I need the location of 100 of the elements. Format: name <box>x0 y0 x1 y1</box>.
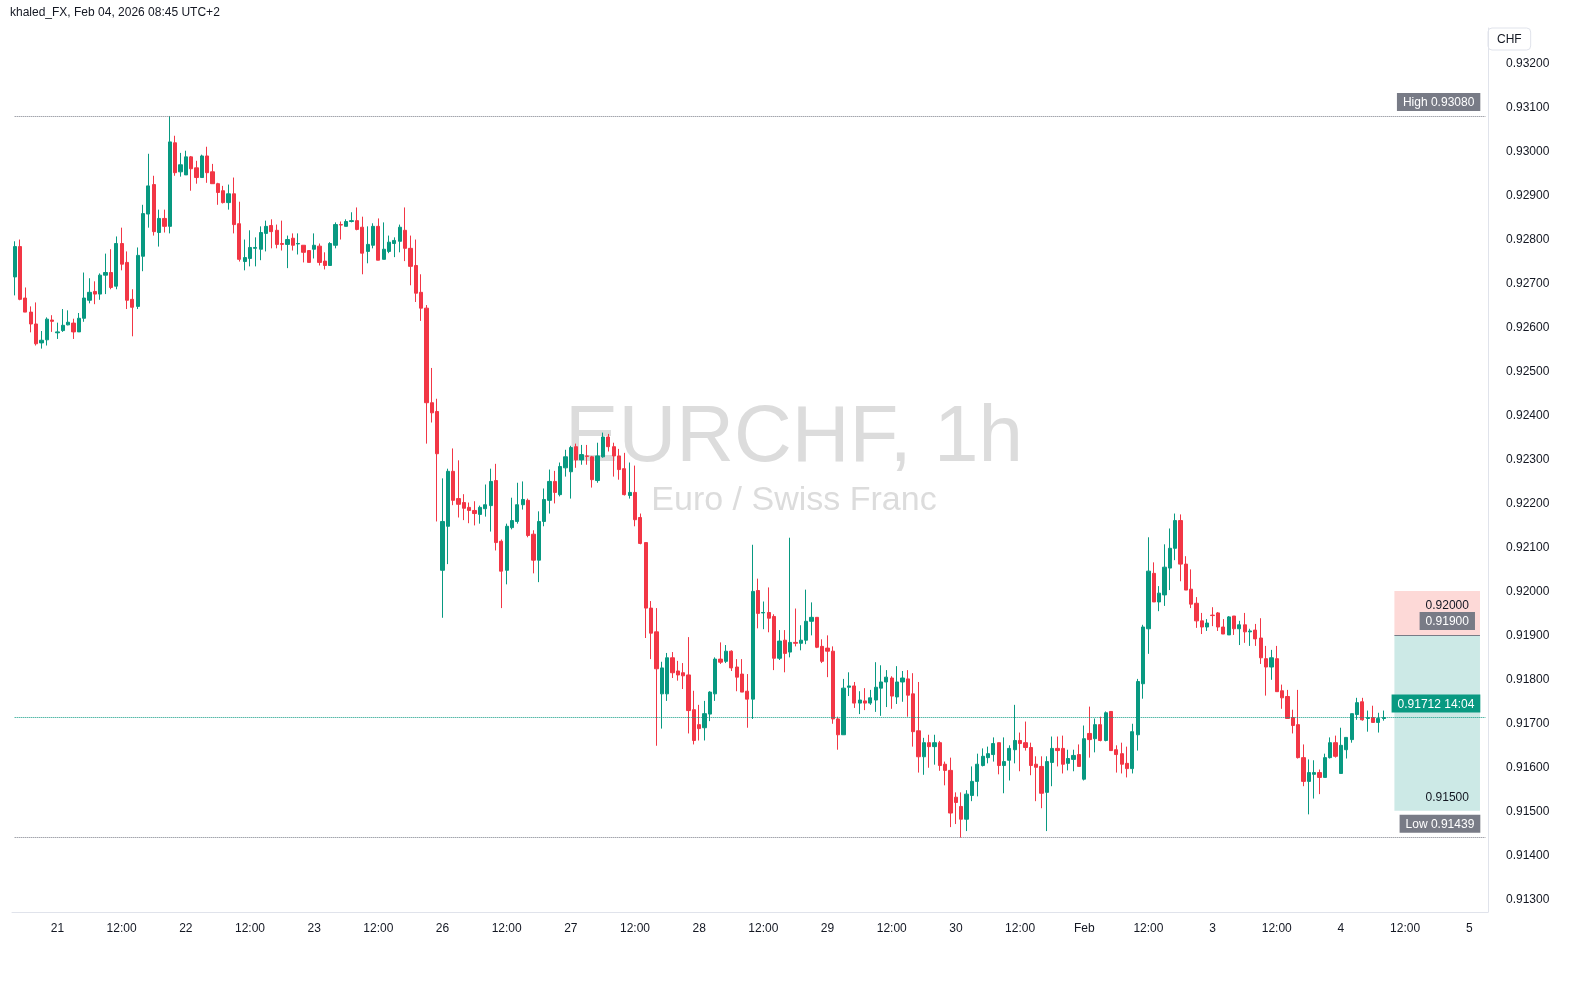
candlestick <box>173 135 177 177</box>
x-tick-label: 21 <box>50 921 65 935</box>
y-tick-label: 0.91600 <box>1506 759 1550 774</box>
band-label: 0.92000 <box>1425 597 1470 612</box>
candlestick <box>579 444 584 466</box>
candlestick <box>13 240 17 296</box>
candlestick <box>1371 705 1375 723</box>
candlestick <box>200 154 204 179</box>
candlestick <box>724 644 728 664</box>
candlestick <box>1232 615 1236 636</box>
y-tick-label: 0.91700 <box>1506 715 1550 730</box>
candlestick <box>1253 623 1257 647</box>
x-tick-label: 5 <box>1465 921 1473 935</box>
candlestick <box>783 629 787 673</box>
candlestick <box>868 689 872 706</box>
band-label: 0.91500 <box>1425 789 1470 804</box>
candlestick <box>398 224 402 253</box>
y-tick-label: 0.91500 <box>1506 803 1550 818</box>
candlestick <box>756 578 760 629</box>
candlestick <box>793 608 798 647</box>
x-tick-label: 12:00 <box>363 921 394 935</box>
text: khaled_FX, Feb 04, 2026 08:45 UTC+2 <box>10 5 221 19</box>
candlestick <box>226 184 231 211</box>
candlestick <box>71 318 76 340</box>
candlestick <box>376 217 380 261</box>
x-tick-label: 12:00 <box>1261 921 1293 935</box>
candlestick <box>729 649 733 672</box>
y-tick-label: 0.92800 <box>1506 232 1550 247</box>
y-tick-label: 0.92600 <box>1506 320 1550 335</box>
candlestick <box>997 742 1001 775</box>
x-tick-label: 28 <box>692 921 707 935</box>
candlestick <box>1087 706 1092 759</box>
candlestick <box>927 734 931 769</box>
candlestick <box>777 629 782 661</box>
ref-line-label: 0.91712 14:04 <box>1397 696 1475 711</box>
candlestick <box>932 734 937 766</box>
ref-line-label: Low 0.91439 <box>1405 816 1475 831</box>
candlestick <box>1360 697 1364 722</box>
x-tick-label: 12:00 <box>748 921 779 935</box>
candlestick <box>285 235 290 269</box>
x-tick-label: 4 <box>1337 921 1345 935</box>
candlestick <box>291 232 295 252</box>
candlestick <box>1259 617 1263 665</box>
candlestick <box>45 316 49 347</box>
x-tick-label: 12:00 <box>491 921 523 935</box>
candlestick <box>553 470 557 504</box>
y-tick-label: 0.91800 <box>1506 671 1550 686</box>
candlestick <box>761 601 765 630</box>
x-tick-label: 27 <box>564 921 578 935</box>
x-tick-label: 30 <box>949 921 963 935</box>
candlestick <box>863 687 867 711</box>
x-tick-label: Feb <box>1073 921 1095 935</box>
candlestick <box>312 232 316 259</box>
candlestick <box>269 218 273 249</box>
candlestick <box>858 690 862 715</box>
y-tick-label: 0.91300 <box>1506 891 1550 906</box>
y-tick-label: 0.93200 <box>1506 56 1550 71</box>
candlestick <box>788 537 792 658</box>
candlestick <box>109 248 113 290</box>
annotation: 0.91900 <box>1425 613 1470 628</box>
y-tick-label: 0.92700 <box>1506 276 1550 291</box>
x-tick-label: 29 <box>820 921 835 935</box>
y-tick-label: 0.92300 <box>1506 452 1550 467</box>
candlestick <box>168 115 172 234</box>
candlestick <box>1082 725 1086 781</box>
candlestick <box>1152 561 1156 603</box>
candlestick <box>1007 744 1011 781</box>
y-tick-label: 0.92000 <box>1506 583 1550 598</box>
candlestick <box>50 314 54 333</box>
candlestick <box>114 235 118 290</box>
candlestick <box>1227 615 1231 636</box>
candlestick <box>890 675 894 710</box>
x-tick-label: 26 <box>435 921 450 935</box>
x-tick-label: 22 <box>179 921 193 935</box>
candlestick <box>489 468 493 533</box>
ref-line-label: High 0.93080 <box>1402 94 1475 109</box>
x-tick-label: 12:00 <box>234 921 266 935</box>
x-tick-label: 12:00 <box>1005 921 1036 935</box>
candlestick <box>1130 723 1134 774</box>
candlestick <box>1317 769 1322 795</box>
candlestick <box>1333 735 1338 759</box>
y-tick-label: 0.92200 <box>1506 495 1550 510</box>
candlestick <box>1093 717 1097 753</box>
candlestick <box>1002 736 1006 794</box>
candlestick <box>162 209 167 234</box>
candlestick <box>55 322 60 340</box>
candlestick <box>1205 618 1209 632</box>
candlestick <box>296 232 300 255</box>
candlestick <box>1098 716 1102 742</box>
x-tick-label: 12:00 <box>1390 921 1421 935</box>
candlestick <box>521 480 525 511</box>
x-tick-label: 23 <box>307 921 322 935</box>
candlestick <box>1264 645 1268 697</box>
x-tick-label: 3 <box>1209 921 1217 935</box>
y-tick-label: 0.92500 <box>1506 364 1550 379</box>
x-tick-label: 12:00 <box>1133 921 1164 935</box>
candlestick <box>1243 612 1247 644</box>
candlestick <box>922 737 926 776</box>
x-tick-label: 12:00 <box>620 921 651 935</box>
candlestick <box>157 209 161 248</box>
